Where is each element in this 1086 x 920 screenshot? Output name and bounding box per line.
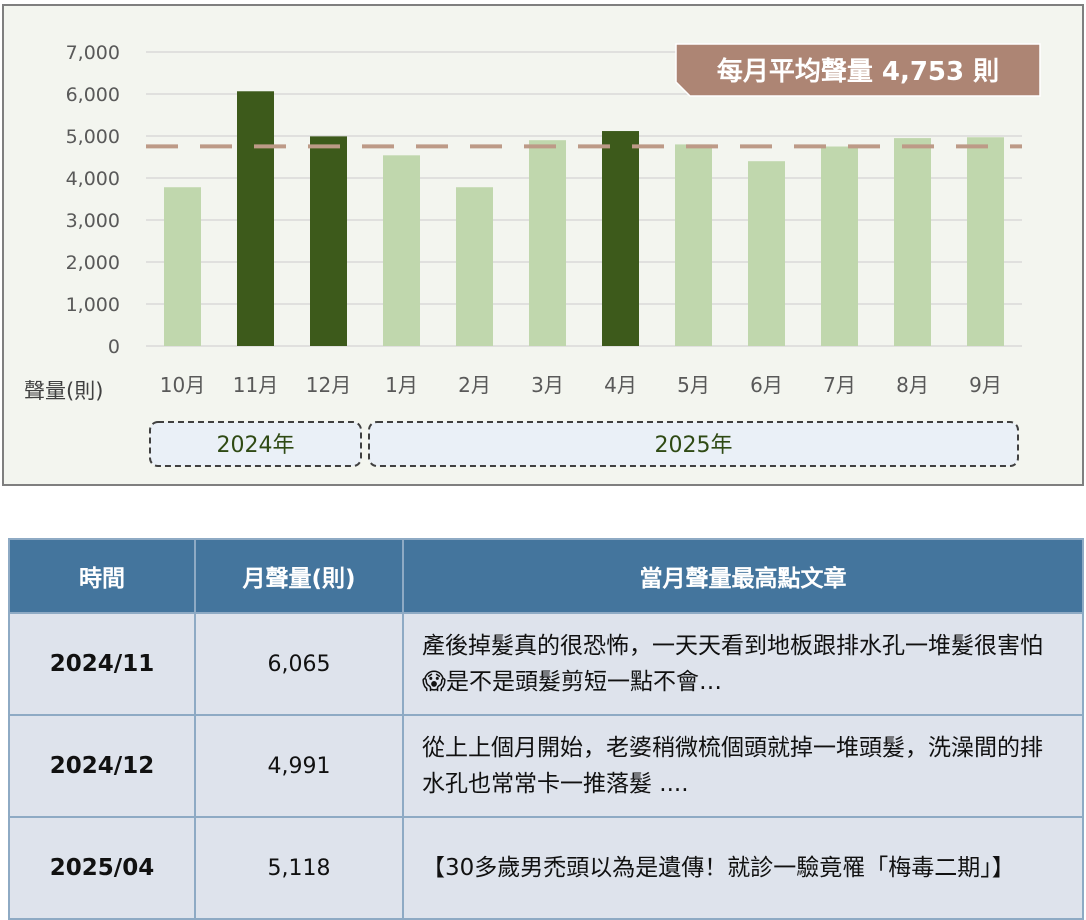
bar-8	[675, 144, 712, 346]
row-period: 2024/11	[8, 612, 196, 716]
x-tick-label: 7月	[823, 373, 856, 397]
bar-3	[310, 136, 347, 346]
row-article[interactable]: 產後掉髮真的很恐怖，一天天看到地板跟排水孔一堆髮很害怕😱是不是頭髮剪短一點不會…	[402, 612, 1084, 716]
table-header-row: 時間 月聲量(則) 當月聲量最高點文章	[8, 538, 1084, 614]
y-tick-label: 4,000	[66, 168, 120, 190]
y-tick-label: 7,000	[66, 42, 120, 64]
x-tick-label: 6月	[750, 373, 783, 397]
x-tick-label: 8月	[896, 373, 929, 397]
bar-10	[821, 146, 858, 346]
x-tick-label: 9月	[969, 373, 1002, 397]
year-group-label: 2024年	[217, 433, 295, 458]
row-article[interactable]: 【30多歲男禿頭以為是遺傳！就診一驗竟罹「梅毒二期」】	[402, 816, 1084, 920]
x-tick-label: 3月	[531, 373, 564, 397]
average-badge	[675, 43, 1041, 97]
bar-1	[164, 187, 201, 346]
x-tick-label: 5月	[677, 373, 710, 397]
year-group-box	[149, 421, 362, 467]
average-label: 每月平均聲量 4,753 則	[717, 56, 999, 87]
bar-7	[602, 131, 639, 346]
header-article: 當月聲量最高點文章	[402, 538, 1084, 614]
header-period: 時間	[8, 538, 196, 614]
bar-4	[383, 155, 420, 346]
bar-5	[456, 187, 493, 346]
x-tick-label: 11月	[233, 373, 278, 397]
row-period: 2024/12	[8, 714, 196, 818]
table-row: 2024/12 4,991 從上上個月開始，老婆稍微梳個頭就掉一堆頭髮，洗澡間的…	[8, 714, 1084, 818]
bar-2	[237, 91, 274, 347]
x-tick-label: 12月	[306, 373, 351, 397]
table-row: 2025/04 5,118 【30多歲男禿頭以為是遺傳！就診一驗竟罹「梅毒二期」…	[8, 816, 1084, 920]
header-volume: 月聲量(則)	[194, 538, 404, 614]
row-article[interactable]: 從上上個月開始，老婆稍微梳個頭就掉一堆頭髮，洗澡間的排水孔也常常卡一推落髮 ..…	[402, 714, 1084, 818]
bar-9	[748, 161, 785, 346]
x-tick-label: 4月	[604, 373, 637, 397]
bar-12	[967, 137, 1004, 346]
y-tick-label: 1,000	[66, 294, 120, 316]
bar-6	[529, 140, 566, 346]
row-period: 2025/04	[8, 816, 196, 920]
y-tick-label: 0	[108, 336, 120, 358]
monthly-volume-chart: 0 1,000 2,000 3,000 4,000 5,000 6,000 7,000 10月 1…	[24, 42, 1041, 467]
row-volume: 5,118	[194, 816, 404, 920]
row-volume: 6,065	[194, 612, 404, 716]
x-tick-label: 2月	[458, 373, 491, 397]
y-tick-label: 3,000	[66, 210, 120, 232]
row-volume: 4,991	[194, 714, 404, 818]
year-group-box	[368, 421, 1019, 467]
table-row: 2024/11 6,065 產後掉髮真的很恐怖，一天天看到地板跟排水孔一堆髮很害…	[8, 612, 1084, 716]
peak-articles-table: 時間 月聲量(則) 當月聲量最高點文章 2024/11 6,065 產後掉髮真的…	[8, 538, 1084, 920]
y-tick-label: 2,000	[66, 252, 120, 274]
bar-11	[894, 138, 931, 346]
y-axis-title: 聲量(則)	[24, 379, 103, 403]
x-tick-label: 10月	[160, 373, 205, 397]
volume-chart-panel: 0 1,000 2,000 3,000 4,000 5,000 6,000 7,000 10月 1…	[2, 4, 1084, 486]
y-tick-label: 6,000	[66, 84, 120, 106]
x-tick-label: 1月	[385, 373, 418, 397]
year-group-label: 2025年	[655, 433, 733, 458]
y-tick-label: 5,000	[66, 126, 120, 148]
